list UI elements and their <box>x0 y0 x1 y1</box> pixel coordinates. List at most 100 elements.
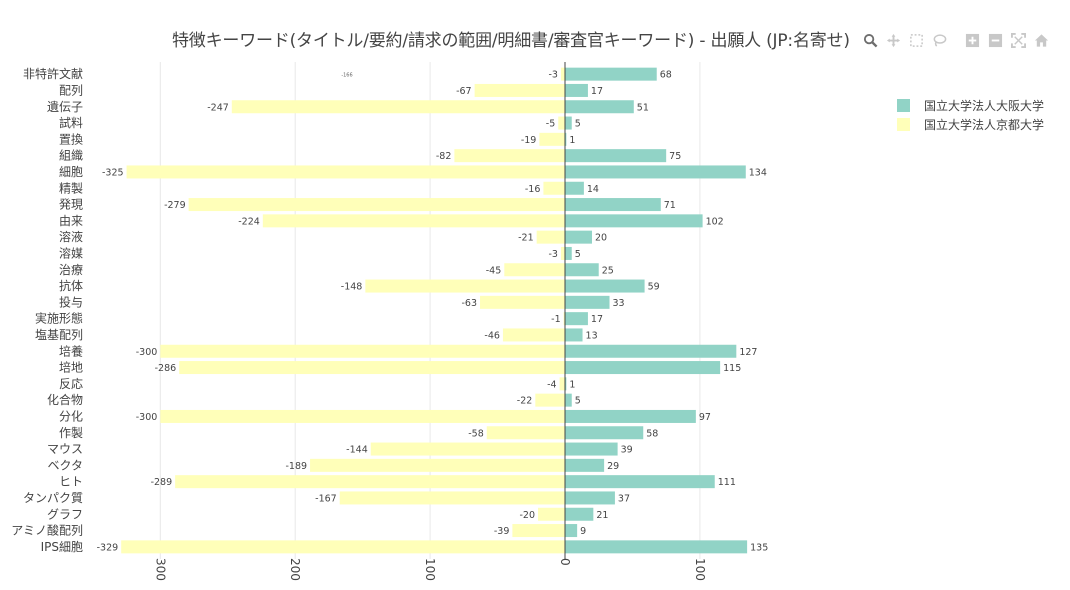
bar-osaka <box>565 165 746 178</box>
bar-kyoto <box>160 345 565 358</box>
data-label-osaka: 115 <box>723 363 741 374</box>
data-label-kyoto: -82 <box>436 151 452 162</box>
bar-kyoto <box>561 247 565 260</box>
data-label-kyoto: -329 <box>97 542 119 553</box>
y-tick-label: 化合物 <box>47 392 83 407</box>
data-label-osaka: 111 <box>718 477 736 488</box>
bar-osaka <box>565 491 615 504</box>
data-label-kyoto: -4 <box>547 379 556 390</box>
bar-osaka <box>565 426 643 439</box>
bar-osaka <box>565 149 666 162</box>
data-label-kyoto: -5 <box>546 119 555 130</box>
data-label-kyoto: -22 <box>517 396 533 407</box>
data-label-osaka: 9 <box>580 526 586 537</box>
bar-osaka <box>565 475 715 488</box>
bar-osaka <box>565 410 696 423</box>
bar-kyoto <box>263 214 565 227</box>
bar-kyoto <box>487 426 565 439</box>
data-label-kyoto: -3 <box>548 70 557 81</box>
bar-osaka <box>565 394 572 407</box>
data-label-kyoto: -300 <box>136 347 158 358</box>
data-label-kyoto: -63 <box>461 298 477 309</box>
bar-kyoto <box>371 443 565 456</box>
bar-kyoto <box>189 198 565 211</box>
y-tick-label: 溶液 <box>59 229 83 244</box>
data-label-osaka: 134 <box>749 167 767 178</box>
y-tick-label: 置換 <box>59 132 83 146</box>
data-label-kyoto: -247 <box>207 102 229 113</box>
y-tick-label: タンパク質 <box>23 490 83 505</box>
data-label-osaka: 14 <box>587 184 599 195</box>
data-label-osaka: 5 <box>575 396 581 407</box>
data-label-kyoto: -3 <box>548 249 557 260</box>
data-label-kyoto: -16 <box>525 184 541 195</box>
data-label-kyoto: -19 <box>521 135 537 146</box>
bar-osaka <box>565 247 572 260</box>
bar-kyoto <box>560 377 565 390</box>
bar-kyoto <box>504 263 565 276</box>
data-label-osaka: 58 <box>646 428 658 439</box>
data-label-osaka: 59 <box>648 282 660 293</box>
data-label-kyoto: -325 <box>102 167 124 178</box>
bar-osaka <box>565 459 604 472</box>
bar-kyoto <box>179 361 565 374</box>
data-label-osaka: 68 <box>660 70 672 81</box>
y-tick-label: アミノ酸配列 <box>11 523 83 538</box>
data-label-osaka: 17 <box>591 86 603 97</box>
y-tick-label: 作製 <box>59 426 83 440</box>
y-tick-label: 塩基配列 <box>35 327 83 342</box>
data-label-kyoto: -224 <box>238 216 260 227</box>
x-tick-label: 200 <box>288 558 302 581</box>
bar-kyoto <box>127 165 565 178</box>
data-label-osaka: 17 <box>591 314 603 325</box>
bar-annotation: -166 <box>341 73 352 79</box>
data-label-osaka: 5 <box>575 249 581 260</box>
y-tick-label: 分化 <box>59 409 83 423</box>
bar-osaka <box>565 508 593 521</box>
bar-osaka <box>565 312 588 325</box>
data-label-kyoto: -21 <box>518 233 534 244</box>
bar-osaka <box>565 443 618 456</box>
y-tick-label: 精製 <box>59 181 83 195</box>
data-label-osaka: 51 <box>637 102 649 113</box>
bar-kyoto <box>561 68 565 81</box>
bar-osaka <box>565 280 645 293</box>
y-tick-label: マウス <box>47 442 83 456</box>
bar-osaka <box>565 540 747 553</box>
data-label-kyoto: -39 <box>494 526 510 537</box>
bar-osaka <box>565 361 720 374</box>
bar-osaka <box>565 524 577 537</box>
data-label-osaka: 127 <box>739 347 757 358</box>
data-label-osaka: 20 <box>595 233 607 244</box>
data-label-osaka: 37 <box>618 493 630 504</box>
data-label-kyoto: -286 <box>155 363 177 374</box>
data-label-kyoto: -189 <box>285 461 307 472</box>
data-label-kyoto: -279 <box>164 200 186 211</box>
y-tick-label: IPS細胞 <box>41 540 83 554</box>
data-label-kyoto: -167 <box>315 493 337 504</box>
x-tick-label: 100 <box>693 558 707 581</box>
y-tick-label: 細胞 <box>59 165 83 179</box>
data-label-kyoto: -46 <box>484 330 500 341</box>
y-tick-label: 組織 <box>59 149 83 163</box>
y-tick-label: 実施形態 <box>35 311 83 326</box>
bar-kyoto <box>160 410 565 423</box>
data-label-kyoto: -1 <box>551 314 560 325</box>
y-tick-label: 治療 <box>59 263 83 277</box>
y-tick-label: 投与 <box>59 294 83 309</box>
y-tick-label: 由来 <box>59 214 83 228</box>
bar-kyoto <box>175 475 565 488</box>
y-tick-label: 培地 <box>59 360 83 375</box>
bar-kyoto <box>365 280 565 293</box>
y-tick-label: 試料 <box>59 115 83 130</box>
y-tick-label: 反応 <box>59 377 83 391</box>
bar-kyoto <box>543 182 565 195</box>
data-label-osaka: 75 <box>669 151 681 162</box>
data-label-osaka: 1 <box>569 135 575 146</box>
bar-kyoto <box>121 540 565 553</box>
bar-osaka <box>565 182 584 195</box>
bar-kyoto <box>475 84 565 97</box>
data-label-kyoto: -300 <box>136 412 158 423</box>
bar-kyoto <box>454 149 565 162</box>
x-tick-label: 100 <box>423 558 437 581</box>
